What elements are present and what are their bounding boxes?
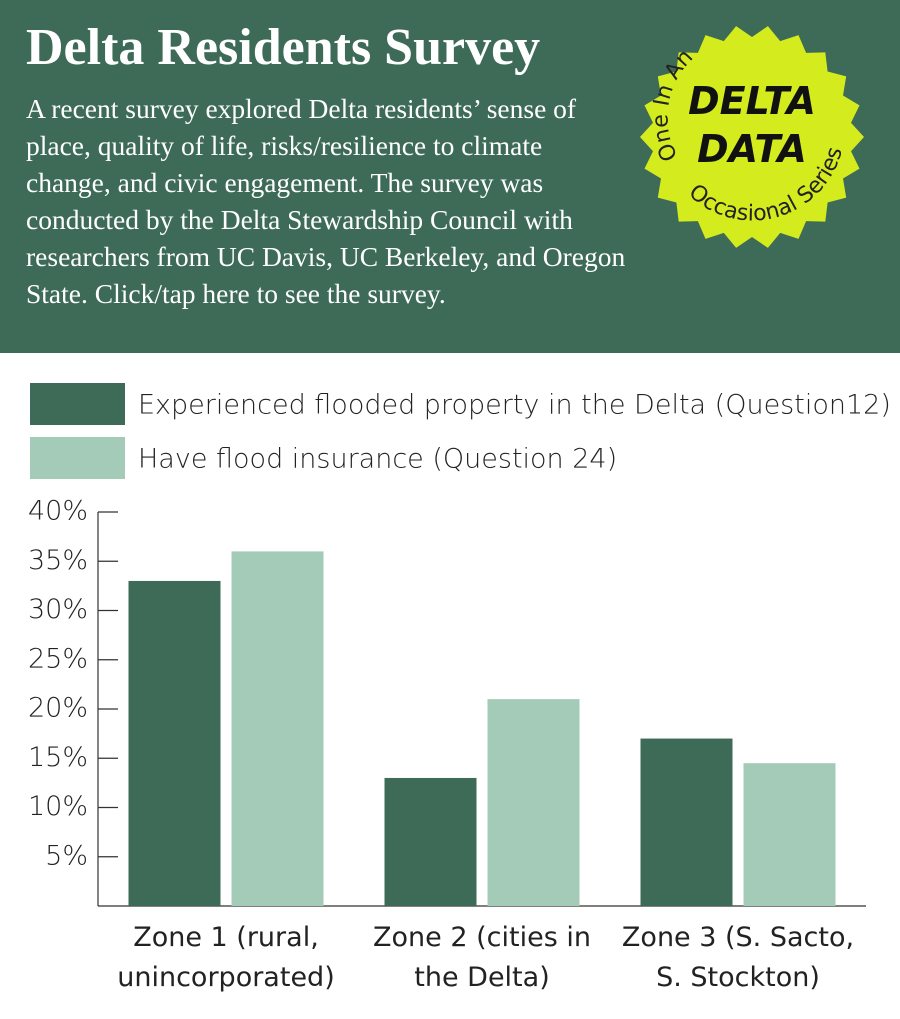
x-tick-label: Zone 2 (cities in the Delta) bbox=[373, 922, 591, 993]
bar bbox=[231, 551, 324, 906]
survey-link[interactable]: A recent survey explored Delta residents… bbox=[26, 90, 856, 312]
header: Delta Residents Survey A recent survey e… bbox=[0, 0, 900, 353]
bar bbox=[384, 777, 477, 906]
legend-swatch bbox=[30, 383, 125, 425]
y-tick-label: 10% bbox=[28, 791, 88, 822]
y-tick-label: 25% bbox=[28, 643, 88, 674]
title: Delta Residents Survey bbox=[26, 19, 541, 76]
x-tick-label: Zone 1 (rural, unincorporated) bbox=[117, 922, 335, 993]
legend-label: Have flood insurance (Question 24) bbox=[138, 444, 617, 475]
y-tick-label: 40% bbox=[28, 496, 88, 527]
y-tick-label: 30% bbox=[28, 594, 88, 625]
description[interactable]: A recent survey explored Delta residents… bbox=[26, 93, 626, 309]
bar bbox=[640, 738, 733, 906]
legend-swatch bbox=[30, 437, 125, 479]
badge: One In An Occasional Series DELTA DATA bbox=[640, 26, 864, 248]
y-tick-label: 35% bbox=[28, 545, 88, 576]
y-tick-label: 5% bbox=[45, 840, 88, 871]
bar bbox=[128, 580, 221, 906]
badge-line1: DELTA bbox=[688, 79, 816, 123]
bar bbox=[743, 763, 836, 906]
x-tick-label: Zone 3 (S. Sacto, S. Stockton) bbox=[621, 922, 855, 993]
bar bbox=[487, 699, 580, 906]
legend-label: Experienced flooded property in the Delt… bbox=[138, 390, 891, 421]
y-tick-label: 15% bbox=[28, 742, 88, 773]
y-tick-label: 20% bbox=[28, 693, 88, 724]
badge-burst bbox=[640, 26, 864, 248]
badge-line2: DATA bbox=[697, 127, 807, 171]
chart: Experienced flooded property in the Delt… bbox=[28, 383, 891, 907]
